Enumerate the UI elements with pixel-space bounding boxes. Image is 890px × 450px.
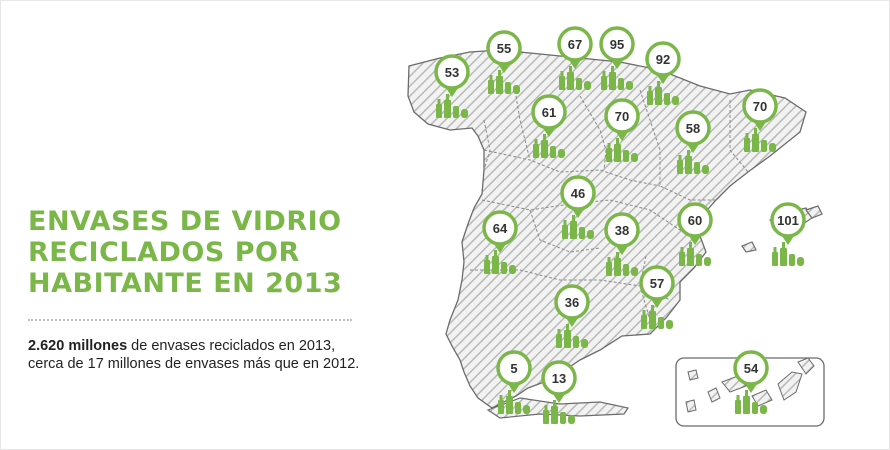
summary-line-1: de envases reciclados en 2013, [127, 338, 336, 354]
marker-baleares: 101 [770, 202, 806, 266]
marker-extremadura: 64 [482, 210, 518, 274]
glass-bottles-icon [556, 324, 588, 348]
glass-bottles-icon [559, 66, 591, 90]
map-pin-circle [557, 26, 593, 62]
marker-andalucia: 36 [554, 284, 590, 348]
glass-bottles-icon [641, 305, 673, 329]
map-pin-circle [434, 54, 470, 90]
map-pin-circle [604, 98, 640, 134]
glass-bottles-icon [498, 390, 530, 414]
glass-bottles-icon [744, 128, 776, 152]
region-value-asturias: 55 [497, 41, 511, 56]
region-value-aragon: 58 [686, 121, 700, 136]
marker-valencia: 60 [677, 202, 713, 266]
marker-la-rioja: 70 [604, 98, 640, 162]
region-value-pais-vasco: 95 [610, 37, 624, 52]
infographic-title: ENVASES DE VIDRIO RECICLADOS POR HABITAN… [28, 206, 388, 299]
glass-bottles-icon [488, 70, 520, 94]
marker-melilla: 13 [541, 360, 577, 424]
marker-aragon: 58 [675, 110, 711, 174]
map-pin-circle [599, 26, 635, 62]
region-value-extremadura: 64 [493, 221, 508, 236]
map-pin-circle [554, 284, 590, 320]
marker-navarra: 92 [645, 41, 681, 105]
glass-bottles-icon [601, 66, 633, 90]
region-markers: 53 55 67 95 92 61 70 58 70 46 64 38 60 101 57 36 5 13 54 [434, 26, 806, 424]
marker-cataluna: 70 [742, 88, 778, 152]
map-pin-circle [604, 212, 640, 248]
marker-asturias: 55 [486, 30, 522, 94]
marker-cantabria: 67 [557, 26, 593, 90]
map-pin-circle [675, 110, 711, 146]
region-value-cataluna: 70 [753, 99, 767, 114]
map-pin-circle [733, 350, 769, 386]
region-value-cantabria: 67 [568, 37, 582, 52]
dotted-divider [28, 319, 352, 321]
summary-text: 2.620 millones de envases reciclados en … [28, 337, 398, 373]
glass-bottles-icon [677, 150, 709, 174]
map-pin-circle [742, 88, 778, 124]
map-pin-circle [541, 360, 577, 396]
title-line-1: ENVASES DE VIDRIO [28, 206, 342, 237]
map-pin-circle [482, 210, 518, 246]
marker-castilla-leon: 61 [531, 94, 567, 158]
map-pin-circle [639, 265, 675, 301]
marker-galicia: 53 [434, 54, 470, 118]
map-pin-circle [560, 175, 596, 211]
region-value-madrid: 46 [571, 186, 585, 201]
marker-murcia: 57 [639, 265, 675, 329]
glass-bottles-icon [606, 252, 638, 276]
summary-line-2: cerca de 17 millones de envases más que … [28, 356, 360, 372]
glass-bottles-icon [484, 250, 516, 274]
glass-bottles-icon [562, 215, 594, 239]
marker-castilla-la-mancha: 38 [604, 212, 640, 276]
glass-bottles-icon [735, 390, 767, 414]
marker-canarias: 54 [733, 350, 769, 414]
glass-bottles-icon [543, 400, 575, 424]
region-value-murcia: 57 [650, 276, 664, 291]
glass-bottles-icon [533, 134, 565, 158]
region-value-navarra: 92 [656, 52, 670, 67]
map-pin-circle [677, 202, 713, 238]
summary-highlight: 2.620 millones [28, 338, 128, 354]
region-value-ceuta: 5 [510, 361, 517, 376]
map-pin-circle [770, 202, 806, 238]
glass-bottles-icon [647, 81, 679, 105]
map-pin-circle [531, 94, 567, 130]
region-value-valencia: 60 [688, 213, 702, 228]
glass-bottles-icon [436, 94, 468, 118]
glass-bottles-icon [606, 138, 638, 162]
marker-pais-vasco: 95 [599, 26, 635, 90]
glass-bottles-icon [679, 242, 711, 266]
region-value-galicia: 53 [445, 65, 459, 80]
region-value-castilla-la-mancha: 38 [615, 223, 629, 238]
region-value-melilla: 13 [552, 371, 566, 386]
map-pin-circle [486, 30, 522, 66]
region-value-andalucia: 36 [565, 295, 579, 310]
map-pin-circle [496, 350, 532, 386]
region-value-baleares: 101 [777, 213, 799, 228]
marker-ceuta: 5 [496, 350, 532, 414]
region-value-la-rioja: 70 [615, 109, 629, 124]
region-value-castilla-leon: 61 [542, 105, 556, 120]
title-line-3: HABITANTE EN 2013 [28, 268, 343, 299]
marker-madrid: 46 [560, 175, 596, 239]
region-value-canarias: 54 [744, 361, 759, 376]
canary-islands-inset [675, 357, 825, 427]
glass-bottles-icon [772, 242, 804, 266]
title-line-2: RECICLADOS POR [28, 237, 300, 268]
map-pin-circle [645, 41, 681, 77]
